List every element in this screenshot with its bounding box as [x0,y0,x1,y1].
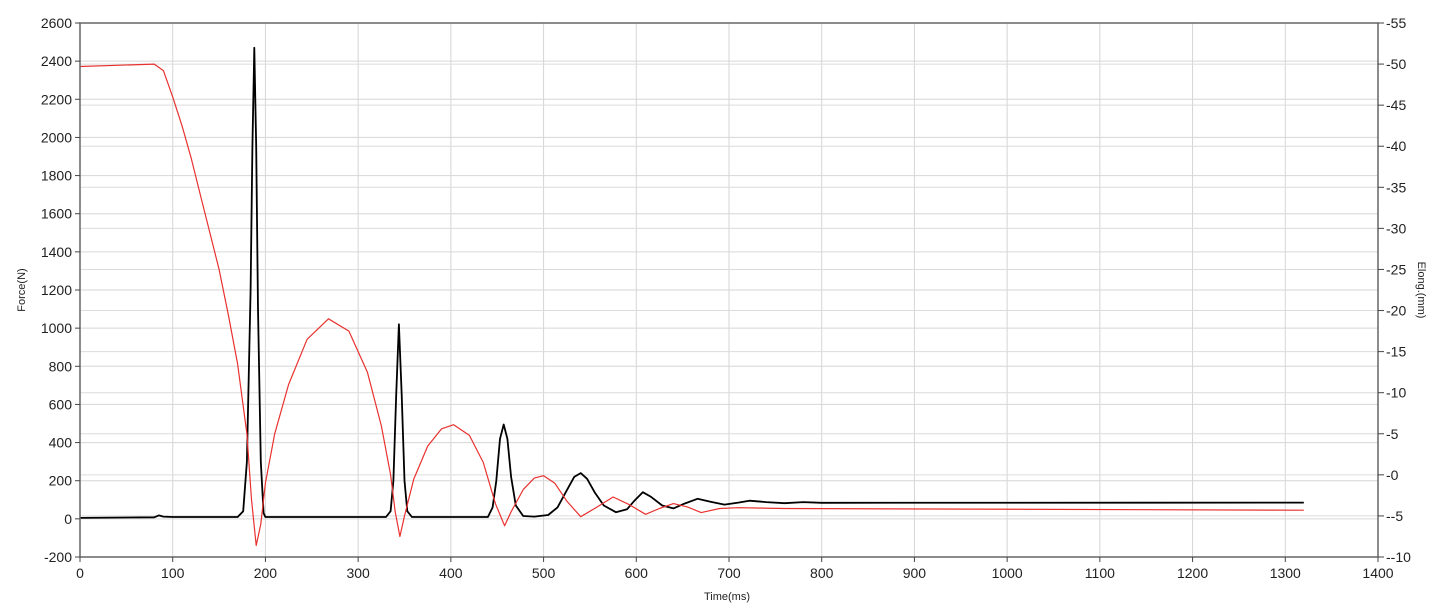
y2-tick-label: -20 [1386,303,1406,319]
y-tick-label: 1800 [41,168,72,184]
x-tick-label: 400 [439,565,463,581]
y-tick-label: 400 [49,435,73,451]
x-tick-label: 300 [346,565,370,581]
y-tick-label: 0 [64,511,72,527]
y-tick-label: 2400 [41,53,72,69]
x-tick-label: 1400 [1362,565,1393,581]
y-tick-label: 1200 [41,282,72,298]
y2-tick-label: -35 [1386,179,1406,195]
y-tick-label: 2000 [41,129,72,145]
x-tick-label: 0 [76,565,84,581]
series-layer [79,46,1304,547]
y2-tick-label: -5 [1386,426,1399,442]
y-tick-label: 1600 [41,206,72,222]
x-tick-label: 1300 [1270,565,1301,581]
y2-tick-label: -25 [1386,261,1406,277]
x-tick-label: 800 [810,565,834,581]
y2-tick-label: -55 [1386,15,1406,31]
x-tick-label: 900 [903,565,927,581]
y-tick-label: 800 [49,358,73,374]
y2-tick-label: -15 [1386,344,1406,360]
y2-tick-label: --5 [1386,508,1403,524]
x-tick-label: 1100 [1085,565,1115,581]
y-tick-label: 2200 [41,91,72,107]
y-tick-label: 1400 [41,244,72,260]
y-tick-label: -200 [44,549,72,565]
x-tick-label: 1200 [1177,565,1208,581]
x-tick-label: 200 [254,565,278,581]
y-tick-label: 200 [49,473,73,489]
y-tick-label: 1000 [41,320,72,336]
y2-tick-label: -50 [1386,56,1406,72]
grid [80,22,1378,558]
y-axis-label: Force(N) [16,268,28,311]
elongation-series-line [79,63,1304,547]
x-axis-label: Time(ms) [704,591,750,603]
y2-tick-label: -30 [1386,220,1406,236]
y-tick-label: 2600 [41,15,72,31]
y2-tick-label: -45 [1386,97,1406,113]
y2-tick-label: --10 [1386,549,1411,565]
x-tick-label: 600 [625,565,649,581]
x-tick-label: 500 [532,565,556,581]
x-tick-label: 1000 [992,565,1023,581]
x-tick-label: 700 [717,565,741,581]
y-tick-label: 600 [49,396,73,412]
y2-tick-label: -0 [1386,467,1399,483]
x-tick-label: 100 [161,565,185,581]
y2-axis-label: Elong.(mm) [1415,262,1427,319]
ticks: 0 100 200 300 400 500 600 700 800 900 1000 1100 1200… [41,15,1411,581]
y2-tick-label: -10 [1386,385,1406,401]
force-series-line [79,46,1304,519]
y2-tick-label: -40 [1386,138,1406,154]
